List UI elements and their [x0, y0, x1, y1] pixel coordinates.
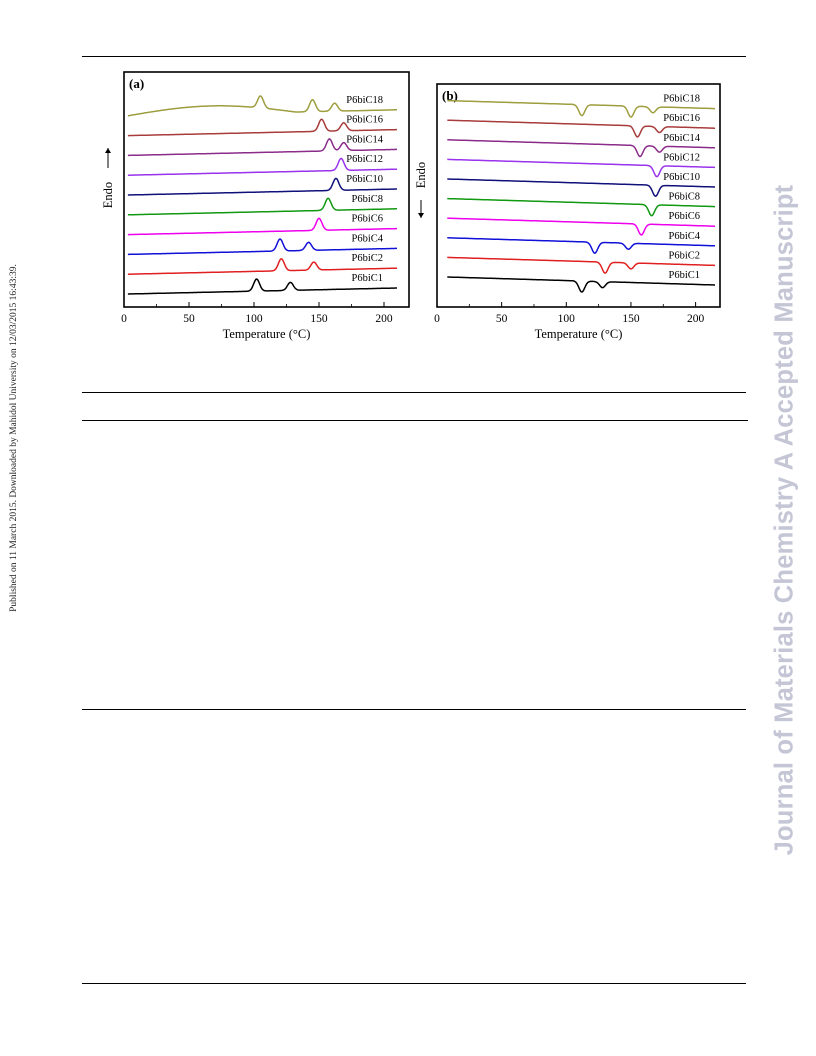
- series-curve-p6bic14: [447, 139, 715, 158]
- series-curve-p6bic4: [127, 238, 397, 256]
- y-axis-label: Endo: [101, 182, 115, 208]
- plot-frame: [123, 71, 410, 308]
- panel-b: 0 50 100 150 200 Temperature (°C) (b) Endo P6biC…: [414, 83, 721, 341]
- series-label-p6bic10: P6biC10: [663, 172, 700, 183]
- series-curve-p6bic10: [127, 177, 397, 196]
- series-curve-p6bic18: [447, 99, 715, 118]
- dsc-figure: 0 50 100 150 200 Temperature (°C) (a) Endo P6biC…: [101, 71, 721, 341]
- x-tick-label: 150: [622, 313, 640, 325]
- series-label-p6bic6: P6biC6: [351, 214, 383, 225]
- series-curve-p6bic18: [127, 95, 397, 117]
- x-axis-label: Temperature (°C): [223, 327, 311, 341]
- series-curve-p6bic2: [127, 257, 397, 275]
- series-label-p6bic18: P6biC18: [663, 94, 700, 105]
- panel-label: (a): [129, 76, 144, 91]
- series-curve-p6bic8: [127, 197, 397, 216]
- series-label-p6bic4: P6biC4: [668, 231, 700, 242]
- x-tick-label: 100: [558, 313, 576, 325]
- top-rule: [82, 56, 746, 57]
- series-curve-p6bic14: [127, 138, 397, 157]
- series-label-p6bic16: P6biC16: [663, 113, 700, 124]
- x-tick-label: 200: [375, 313, 393, 325]
- series-curve-p6bic10: [447, 178, 715, 198]
- series-label-p6bic16: P6biC16: [346, 115, 383, 126]
- endo-arrowhead: [105, 148, 111, 153]
- series-curve-p6bic4: [447, 237, 715, 255]
- series-curve-p6bic1: [447, 276, 715, 293]
- section-rule: [82, 709, 746, 710]
- panel-a: 0 50 100 150 200 Temperature (°C) (a) Endo P6biC…: [101, 71, 410, 341]
- series-label-p6bic14: P6biC14: [663, 133, 701, 144]
- series-label-p6bic12: P6biC12: [663, 152, 700, 163]
- x-tick-label: 100: [245, 313, 263, 325]
- series-curve-p6bic16: [447, 119, 715, 138]
- series-label-p6bic12: P6biC12: [346, 154, 383, 165]
- x-tick-label: 200: [687, 313, 705, 325]
- x-tick-label: 50: [183, 313, 195, 325]
- endo-arrowhead: [418, 213, 424, 218]
- series-label-p6bic6: P6biC6: [668, 211, 700, 222]
- series-label-p6bic1: P6biC1: [351, 273, 383, 284]
- series-label-p6bic4: P6biC4: [351, 233, 383, 244]
- series-curve-p6bic6: [447, 217, 715, 236]
- series-label-p6bic14: P6biC14: [346, 134, 384, 145]
- series-curve-p6bic12: [447, 158, 715, 178]
- panel-label: (b): [442, 88, 458, 103]
- plot-frame: [436, 83, 721, 308]
- series-curve-p6bic12: [127, 157, 397, 176]
- series-curve-p6bic2: [447, 256, 715, 274]
- series-label-p6bic8: P6biC8: [668, 192, 700, 203]
- series-label-p6bic1: P6biC1: [668, 270, 700, 281]
- caption-rule-2: [82, 420, 748, 421]
- y-axis-label: Endo: [414, 162, 428, 188]
- series-curve-p6bic1: [127, 278, 397, 295]
- caption-rule-1: [82, 392, 746, 393]
- x-tick-label: 50: [496, 313, 508, 325]
- bottom-rule: [82, 983, 746, 984]
- series-curve-p6bic6: [127, 217, 397, 236]
- series-curve-p6bic16: [127, 118, 397, 137]
- series-label-p6bic2: P6biC2: [351, 253, 383, 264]
- x-tick-label: 0: [121, 313, 127, 325]
- series-curve-p6bic8: [447, 197, 715, 217]
- x-axis-label: Temperature (°C): [535, 327, 623, 341]
- series-label-p6bic8: P6biC8: [351, 194, 383, 205]
- x-tick-label: 0: [434, 313, 440, 325]
- series-label-p6bic10: P6biC10: [346, 174, 383, 185]
- series-label-p6bic18: P6biC18: [346, 95, 383, 106]
- series-label-p6bic2: P6biC2: [668, 250, 700, 261]
- x-tick-label: 150: [310, 313, 328, 325]
